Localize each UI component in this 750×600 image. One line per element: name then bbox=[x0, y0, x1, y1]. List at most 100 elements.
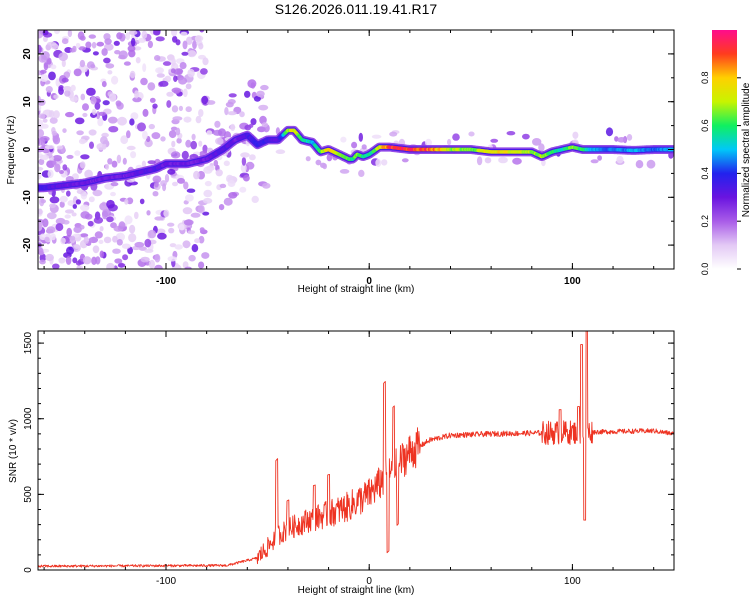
spectral-noise-mark bbox=[74, 150, 81, 156]
spectral-noise-mark bbox=[147, 82, 156, 91]
spectral-noise-mark bbox=[116, 239, 123, 246]
spectral-noise-mark bbox=[78, 138, 86, 145]
spectral-noise-mark bbox=[50, 233, 56, 241]
spectral-noise-mark bbox=[49, 203, 56, 209]
spectral-noise-mark bbox=[498, 156, 508, 164]
x-tick-label: 0 bbox=[366, 576, 372, 587]
spectral-noise-mark bbox=[154, 216, 164, 221]
spectral-noise-mark bbox=[180, 31, 188, 36]
y-tick-label: 10 bbox=[22, 96, 33, 108]
spectral-noise-mark bbox=[183, 219, 194, 226]
spectral-noise-mark bbox=[127, 246, 133, 255]
spectral-noise-mark bbox=[62, 220, 70, 225]
spectral-noise-mark bbox=[91, 41, 97, 49]
snr-series bbox=[38, 331, 674, 568]
spectral-noise-mark bbox=[115, 100, 122, 107]
spectral-noise-mark bbox=[164, 75, 172, 83]
spectral-noise-mark bbox=[97, 118, 104, 127]
spectral-noise-mark bbox=[113, 40, 120, 46]
spectral-noise-mark bbox=[138, 246, 147, 251]
spectral-noise-mark bbox=[117, 116, 127, 126]
spectral-noise-mark bbox=[123, 61, 131, 66]
spectral-noise-mark bbox=[154, 264, 163, 269]
spectral-noise-mark bbox=[64, 214, 71, 219]
spectral-noise-mark bbox=[110, 182, 119, 187]
y-tick-label: -10 bbox=[22, 190, 33, 205]
figure-title: S126.2026.011.19.41.R17 bbox=[275, 1, 438, 17]
spectral-noise-mark bbox=[66, 154, 74, 159]
spectral-noise-mark bbox=[61, 38, 69, 45]
spectral-noise-mark bbox=[193, 170, 200, 180]
spectral-noise-mark bbox=[142, 108, 149, 117]
spectral-noise-mark bbox=[215, 169, 223, 177]
spectral-noise-mark bbox=[102, 210, 109, 220]
spectral-noise-mark bbox=[199, 30, 205, 33]
spectral-noise-mark bbox=[69, 96, 78, 102]
colorbar-label: Normalized spectral amplitude bbox=[741, 82, 750, 217]
spectral-noise-mark bbox=[116, 32, 123, 40]
spectral-noise-mark bbox=[129, 224, 136, 234]
spectral-noise-mark bbox=[170, 151, 181, 159]
spectral-noise-mark bbox=[82, 103, 89, 111]
spectral-noise-mark bbox=[198, 42, 204, 50]
spectral-noise-mark bbox=[99, 250, 105, 258]
spectral-noise-mark bbox=[105, 63, 115, 69]
spectral-noise-mark bbox=[134, 90, 139, 99]
y-tick-label: 20 bbox=[22, 48, 33, 60]
spectral-noise-mark bbox=[182, 207, 193, 215]
spectral-noise-mark bbox=[184, 266, 192, 269]
spectral-noise-mark bbox=[62, 86, 72, 91]
spectral-noise-mark bbox=[107, 70, 113, 75]
spectral-noise-mark bbox=[73, 244, 80, 249]
spectral-noise-mark bbox=[228, 192, 238, 199]
spectral-noise-mark bbox=[381, 159, 388, 166]
spectral-noise-mark bbox=[597, 155, 602, 161]
spectral-noise-mark bbox=[122, 254, 129, 261]
spectral-noise-mark bbox=[47, 169, 54, 179]
spectral-noise-mark bbox=[199, 227, 205, 233]
spectral-noise-mark bbox=[240, 163, 247, 173]
spectral-noise-mark bbox=[135, 57, 141, 64]
spectral-noise-mark bbox=[71, 212, 77, 217]
spectral-noise-mark bbox=[124, 198, 129, 205]
spectral-noise-mark bbox=[227, 111, 237, 116]
spectral-noise-mark bbox=[128, 30, 138, 36]
spectral-noise-mark bbox=[72, 204, 78, 209]
spectral-noise-mark bbox=[66, 246, 74, 255]
spectral-noise-mark bbox=[243, 174, 250, 182]
spectral-noise-mark bbox=[194, 238, 201, 244]
spectral-noise-mark bbox=[101, 48, 108, 56]
snr-y-ticks: 0 500 1000 1500 bbox=[23, 332, 674, 573]
spectral-noise-mark bbox=[75, 42, 81, 49]
spectral-noise-mark bbox=[240, 152, 250, 158]
spectral-noise-mark bbox=[140, 256, 150, 263]
spectral-noise-mark bbox=[130, 151, 137, 159]
spectral-noise-mark bbox=[187, 50, 197, 58]
spectral-noise-mark bbox=[110, 191, 116, 197]
spectral-noise-mark bbox=[59, 195, 68, 203]
spectral-noise-mark bbox=[38, 44, 42, 54]
spectral-noise-mark bbox=[358, 132, 363, 142]
spectral-noise-mark bbox=[73, 68, 82, 77]
spectral-noise-mark bbox=[40, 138, 46, 148]
spectral-noise-mark bbox=[117, 263, 126, 268]
spectral-noise-mark bbox=[203, 166, 213, 174]
spectral-noise-mark bbox=[646, 159, 656, 169]
spectral-noise-mark bbox=[80, 204, 90, 212]
spectral-noise-mark bbox=[98, 111, 106, 116]
spectral-noise-mark bbox=[167, 222, 175, 227]
spectral-noise-mark bbox=[174, 262, 179, 269]
x-tick-label: 0 bbox=[366, 276, 372, 287]
spectral-noise-mark bbox=[191, 244, 199, 253]
spectral-noise-mark bbox=[152, 103, 158, 109]
spectral-noise-mark bbox=[227, 180, 236, 187]
spectral-noise-mark bbox=[171, 87, 182, 94]
spectral-noise-mark bbox=[73, 226, 82, 234]
spectral-noise-mark bbox=[38, 208, 43, 215]
spectral-noise-mark bbox=[53, 110, 60, 119]
spectral-noise-mark bbox=[190, 140, 197, 150]
spectral-noise-mark bbox=[241, 157, 247, 166]
y-tick-label: 0 bbox=[23, 567, 34, 573]
spectral-noise-mark bbox=[38, 113, 46, 119]
spectral-noise-mark bbox=[38, 247, 44, 255]
